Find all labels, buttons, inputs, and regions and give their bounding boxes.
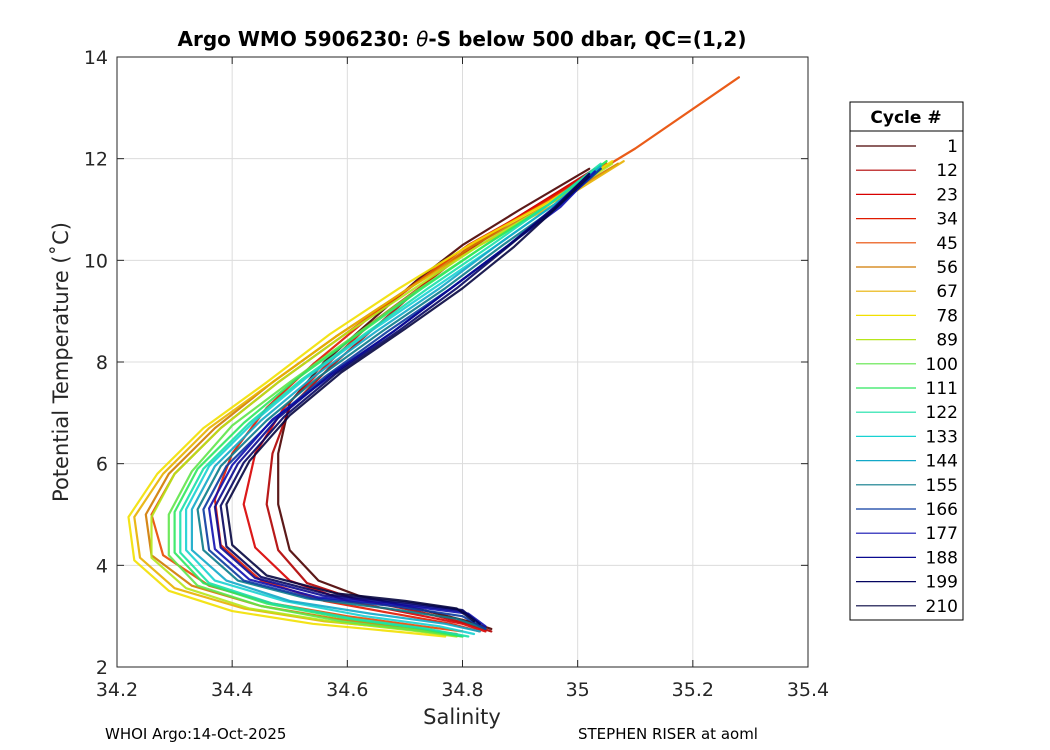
x-tick-label: 35.4 xyxy=(787,679,829,701)
y-tick-label: 14 xyxy=(84,47,108,69)
legend-entry: 1 xyxy=(856,137,958,157)
legend-entry: 133 xyxy=(856,427,958,447)
x-tick-label: 34.2 xyxy=(96,679,138,701)
legend-label: 144 xyxy=(926,452,958,472)
legend-label: 89 xyxy=(936,331,958,351)
x-tick-label: 34.6 xyxy=(326,679,368,701)
series-line-cycle-188 xyxy=(213,172,591,625)
x-axis-label: Salinity xyxy=(423,705,501,729)
axis-ticks: 34.2 34.4 34.6 34.8 35 35.2 35.4 2 4 6 8 10 12 14 xyxy=(84,47,829,701)
legend-label: 12 xyxy=(936,161,958,181)
x-tick-label: 34.4 xyxy=(211,679,253,701)
legend-entry: 155 xyxy=(856,476,958,496)
legend-entry: 199 xyxy=(856,573,958,593)
series-line-cycle-210 xyxy=(225,175,591,623)
legend-entry: 111 xyxy=(856,379,958,399)
y-tick-label: 6 xyxy=(96,454,108,476)
footer-source-date: WHOI Argo:14-Oct-2025 xyxy=(105,725,287,743)
legend-entry: 67 xyxy=(856,282,958,302)
legend-entry: 45 xyxy=(856,234,958,254)
legend-label: 34 xyxy=(936,210,958,230)
legend-entry: 210 xyxy=(856,597,958,617)
series-group xyxy=(127,76,741,638)
x-tick-label: 35 xyxy=(566,679,590,701)
legend-entry: 78 xyxy=(856,306,958,326)
x-tick-label: 34.8 xyxy=(441,679,483,701)
series-line-cycle-199 xyxy=(219,172,591,625)
legend-entry: 144 xyxy=(856,452,958,472)
legend-entry: 56 xyxy=(856,258,958,278)
legend-entry: 122 xyxy=(856,403,958,423)
x-tick-label: 35.2 xyxy=(672,679,714,701)
legend-label: 166 xyxy=(926,500,958,520)
legend-entry: 100 xyxy=(856,355,958,375)
legend-entry: 34 xyxy=(856,210,958,230)
y-tick-label: 2 xyxy=(96,657,108,679)
legend-label: 56 xyxy=(936,258,958,278)
legend-entry: 12 xyxy=(856,161,958,181)
legend-entry: 166 xyxy=(856,500,958,520)
legend: Cycle # 1 12 23 34 45 56 67 78 89 100 111 122 133 144… xyxy=(849,101,964,621)
legend-label: 45 xyxy=(936,234,958,254)
y-tick-label: 12 xyxy=(84,149,108,171)
legend-label: 199 xyxy=(926,573,958,593)
legend-label: 1 xyxy=(947,137,958,157)
legend-label: 177 xyxy=(926,524,958,544)
legend-entry: 188 xyxy=(856,548,958,568)
series-line-cycle-144 xyxy=(190,165,602,633)
legend-label: 155 xyxy=(926,476,958,496)
y-tick-label: 4 xyxy=(96,555,108,577)
legend-entry: 23 xyxy=(856,185,958,205)
series-line-cycle-89 xyxy=(150,162,614,638)
legend-label: 122 xyxy=(926,403,958,423)
y-axis-label: Potential Temperature (˚C) xyxy=(49,222,73,502)
legend-entry: 177 xyxy=(856,524,958,544)
legend-label: 111 xyxy=(926,379,958,399)
footer-attribution: STEPHEN RISER at aoml xyxy=(578,725,758,743)
legend-label: 188 xyxy=(926,548,958,568)
chart-title: Argo WMO 5906230: θ-S below 500 dbar, QC… xyxy=(178,27,747,51)
series-line-cycle-133 xyxy=(185,165,602,636)
y-tick-label: 10 xyxy=(84,250,108,272)
legend-label: 210 xyxy=(926,597,958,617)
y-tick-label: 8 xyxy=(96,352,108,374)
series-line-cycle-122 xyxy=(179,162,602,638)
series-line-cycle-78 xyxy=(127,160,614,638)
series-line-cycle-155 xyxy=(196,167,602,631)
legend-entry: 89 xyxy=(856,331,958,351)
legend-label: 78 xyxy=(936,306,958,326)
legend-label: 133 xyxy=(926,427,958,447)
legend-label: 23 xyxy=(936,185,958,205)
legend-label: 67 xyxy=(936,282,958,302)
legend-title: Cycle # xyxy=(870,108,941,128)
legend-label: 100 xyxy=(926,355,958,375)
